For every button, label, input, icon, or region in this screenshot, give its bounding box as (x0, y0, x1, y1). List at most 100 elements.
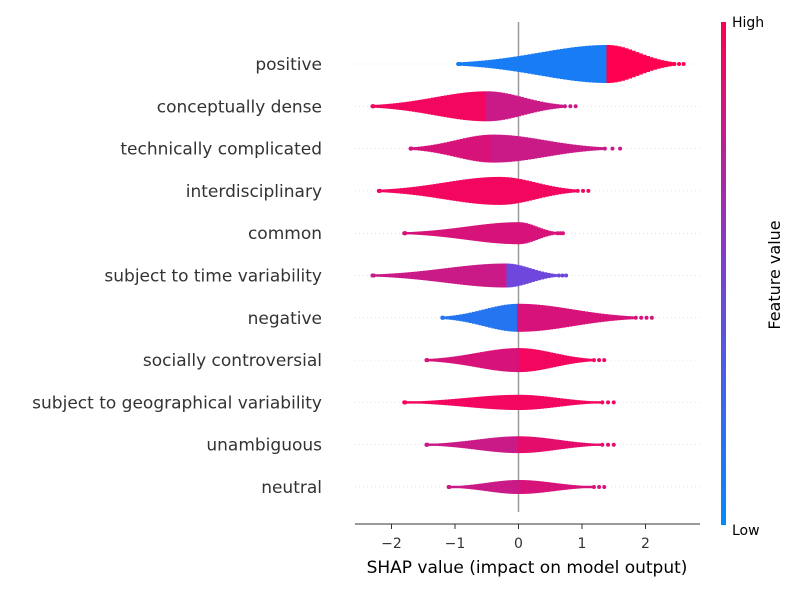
violin-slice (541, 437, 545, 452)
violin-slice (478, 483, 482, 491)
violin-slice (447, 442, 452, 447)
violin-slice (468, 484, 472, 490)
violin-slice (423, 231, 427, 236)
violin-slice (574, 357, 578, 364)
violin-slice (566, 399, 571, 406)
violin-slice (536, 100, 541, 112)
violin-slice (523, 97, 528, 115)
tail-point (644, 315, 649, 320)
violin-slice (588, 45, 593, 83)
violin-slice (532, 225, 536, 241)
violin-slice (549, 273, 554, 278)
violin-slice (461, 485, 465, 489)
violin-slice (533, 304, 537, 332)
tail-point (560, 273, 565, 278)
violin-tail-points (376, 188, 591, 193)
violin-slice (509, 57, 514, 71)
violin-slice (423, 270, 427, 281)
violin-slice (493, 349, 498, 371)
violin-slice (538, 52, 543, 76)
violin-slice (418, 99, 423, 113)
violin-slice (507, 304, 512, 332)
violin-slice (414, 146, 419, 151)
violin-slice (530, 348, 534, 372)
violin-slice (526, 395, 531, 410)
violin-slice (410, 271, 415, 280)
violin-slice (461, 227, 465, 240)
violin-slice (488, 91, 493, 122)
violin-slice (558, 440, 563, 450)
violin-slice (550, 141, 554, 156)
violin (405, 394, 603, 410)
violin-slice (416, 271, 421, 280)
violin-slice (535, 437, 539, 453)
violin-slice (432, 269, 437, 282)
violin-slice (549, 103, 553, 110)
violin-slice (516, 348, 520, 373)
violin-slice (445, 228, 450, 238)
violin-slice (490, 482, 494, 492)
violin-slice (585, 358, 589, 362)
violin-slice (491, 223, 495, 243)
violin-slice (565, 308, 569, 328)
violin-slice (444, 442, 449, 447)
violin-slice (561, 308, 566, 328)
violin-slice (481, 309, 486, 327)
violin-slice (552, 50, 557, 78)
feature-label: interdisciplinary (186, 182, 322, 202)
violin-slice (502, 348, 506, 372)
violin-slice (484, 396, 489, 409)
violin-slice (561, 188, 566, 194)
violin-slice (613, 315, 618, 321)
violin-slice (440, 229, 445, 237)
violin-slice (492, 176, 496, 205)
violin-slice (617, 46, 622, 82)
violin-slice (508, 177, 513, 205)
tail-point (597, 358, 602, 363)
violin-slice (434, 400, 439, 405)
tail-point (611, 400, 616, 405)
violin-slice (529, 436, 533, 453)
violin-slice (539, 396, 544, 409)
violin-slice (466, 485, 470, 489)
violin-slice (530, 138, 535, 159)
violin-slice (485, 134, 490, 163)
violin-slice (523, 394, 528, 410)
violin-slice (534, 269, 538, 282)
violin-slice (578, 310, 582, 326)
violin-slice (566, 355, 570, 365)
violin-slice (407, 232, 412, 235)
tail-point (378, 188, 383, 193)
violin-slice (482, 135, 487, 163)
violin-slice (486, 223, 490, 243)
violin-slice (520, 303, 524, 332)
violin-slice (513, 95, 518, 118)
violin-slice (570, 47, 575, 81)
tail-point (611, 442, 616, 447)
violin-slice (499, 480, 503, 494)
violin-slice (495, 481, 499, 493)
violin-slice (526, 304, 531, 332)
violin-slice (547, 230, 551, 236)
violin-slice (590, 443, 595, 446)
violin-slice (418, 401, 423, 404)
violin-slice (425, 230, 429, 236)
violin-slice (491, 307, 496, 329)
violin-slice (482, 438, 487, 451)
violin-slice (531, 181, 536, 200)
violin-slice (526, 436, 531, 453)
violin-slice (578, 442, 583, 447)
violin-slice (468, 353, 473, 367)
violin-slice (460, 355, 465, 365)
tail-point (606, 400, 611, 405)
tail-point (441, 315, 446, 320)
violin-slice (533, 395, 538, 410)
violin-slice (508, 135, 512, 162)
violin-slice (435, 230, 439, 237)
violin-slice (451, 485, 455, 489)
violin-slice (587, 311, 592, 324)
tail-point (560, 231, 565, 236)
violin-slice (419, 185, 424, 196)
violin-slice (596, 443, 601, 446)
violin-slice (521, 179, 526, 203)
